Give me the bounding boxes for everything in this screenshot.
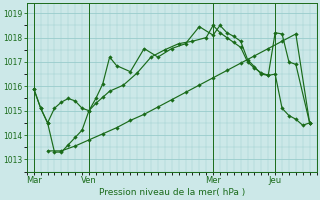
X-axis label: Pression niveau de la mer( hPa ): Pression niveau de la mer( hPa ) [99,188,245,197]
